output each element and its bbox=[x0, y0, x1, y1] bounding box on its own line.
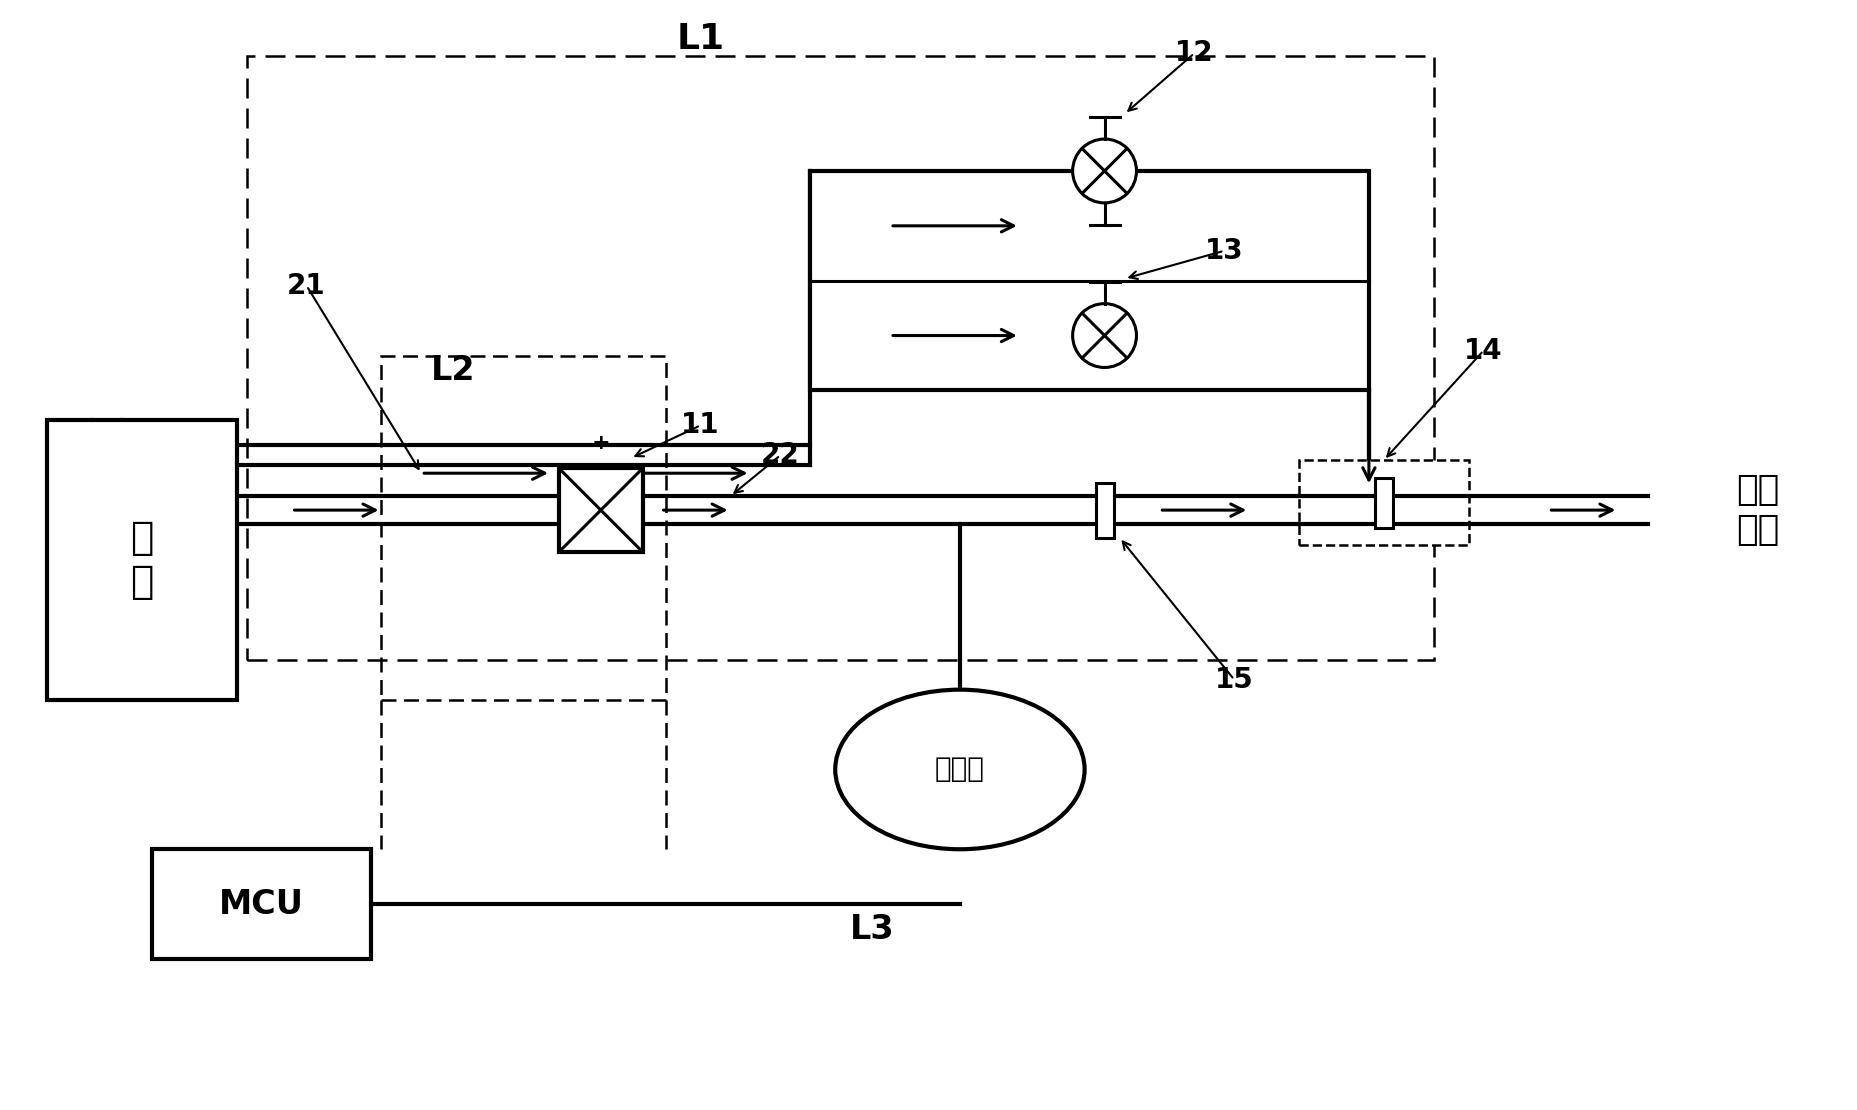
Bar bbox=[1096, 483, 1114, 537]
Text: MCU: MCU bbox=[219, 888, 305, 920]
Text: 气
源: 气 源 bbox=[130, 519, 154, 601]
Text: 13: 13 bbox=[1205, 236, 1244, 265]
Text: L1: L1 bbox=[676, 22, 724, 57]
Text: 14: 14 bbox=[1465, 336, 1502, 364]
Text: 22: 22 bbox=[761, 442, 800, 470]
Ellipse shape bbox=[836, 689, 1084, 849]
Text: 15: 15 bbox=[1214, 666, 1253, 694]
Text: 11: 11 bbox=[682, 412, 721, 440]
Bar bbox=[46, 421, 236, 699]
Circle shape bbox=[1073, 304, 1136, 367]
Bar bbox=[1300, 461, 1469, 545]
Bar bbox=[810, 171, 1369, 391]
Text: 患者肺: 患者肺 bbox=[934, 756, 984, 784]
Text: L2: L2 bbox=[431, 354, 475, 387]
Bar bbox=[247, 57, 1434, 659]
Text: +: + bbox=[592, 433, 611, 453]
Text: 外界
大气: 外界 大气 bbox=[1736, 473, 1779, 547]
Text: 12: 12 bbox=[1175, 39, 1214, 68]
Bar bbox=[152, 849, 371, 959]
Bar bbox=[1374, 477, 1393, 527]
Text: 21: 21 bbox=[288, 272, 325, 300]
Circle shape bbox=[1073, 139, 1136, 203]
Bar bbox=[381, 355, 665, 699]
Text: L3: L3 bbox=[851, 914, 895, 946]
Bar bbox=[559, 468, 643, 552]
